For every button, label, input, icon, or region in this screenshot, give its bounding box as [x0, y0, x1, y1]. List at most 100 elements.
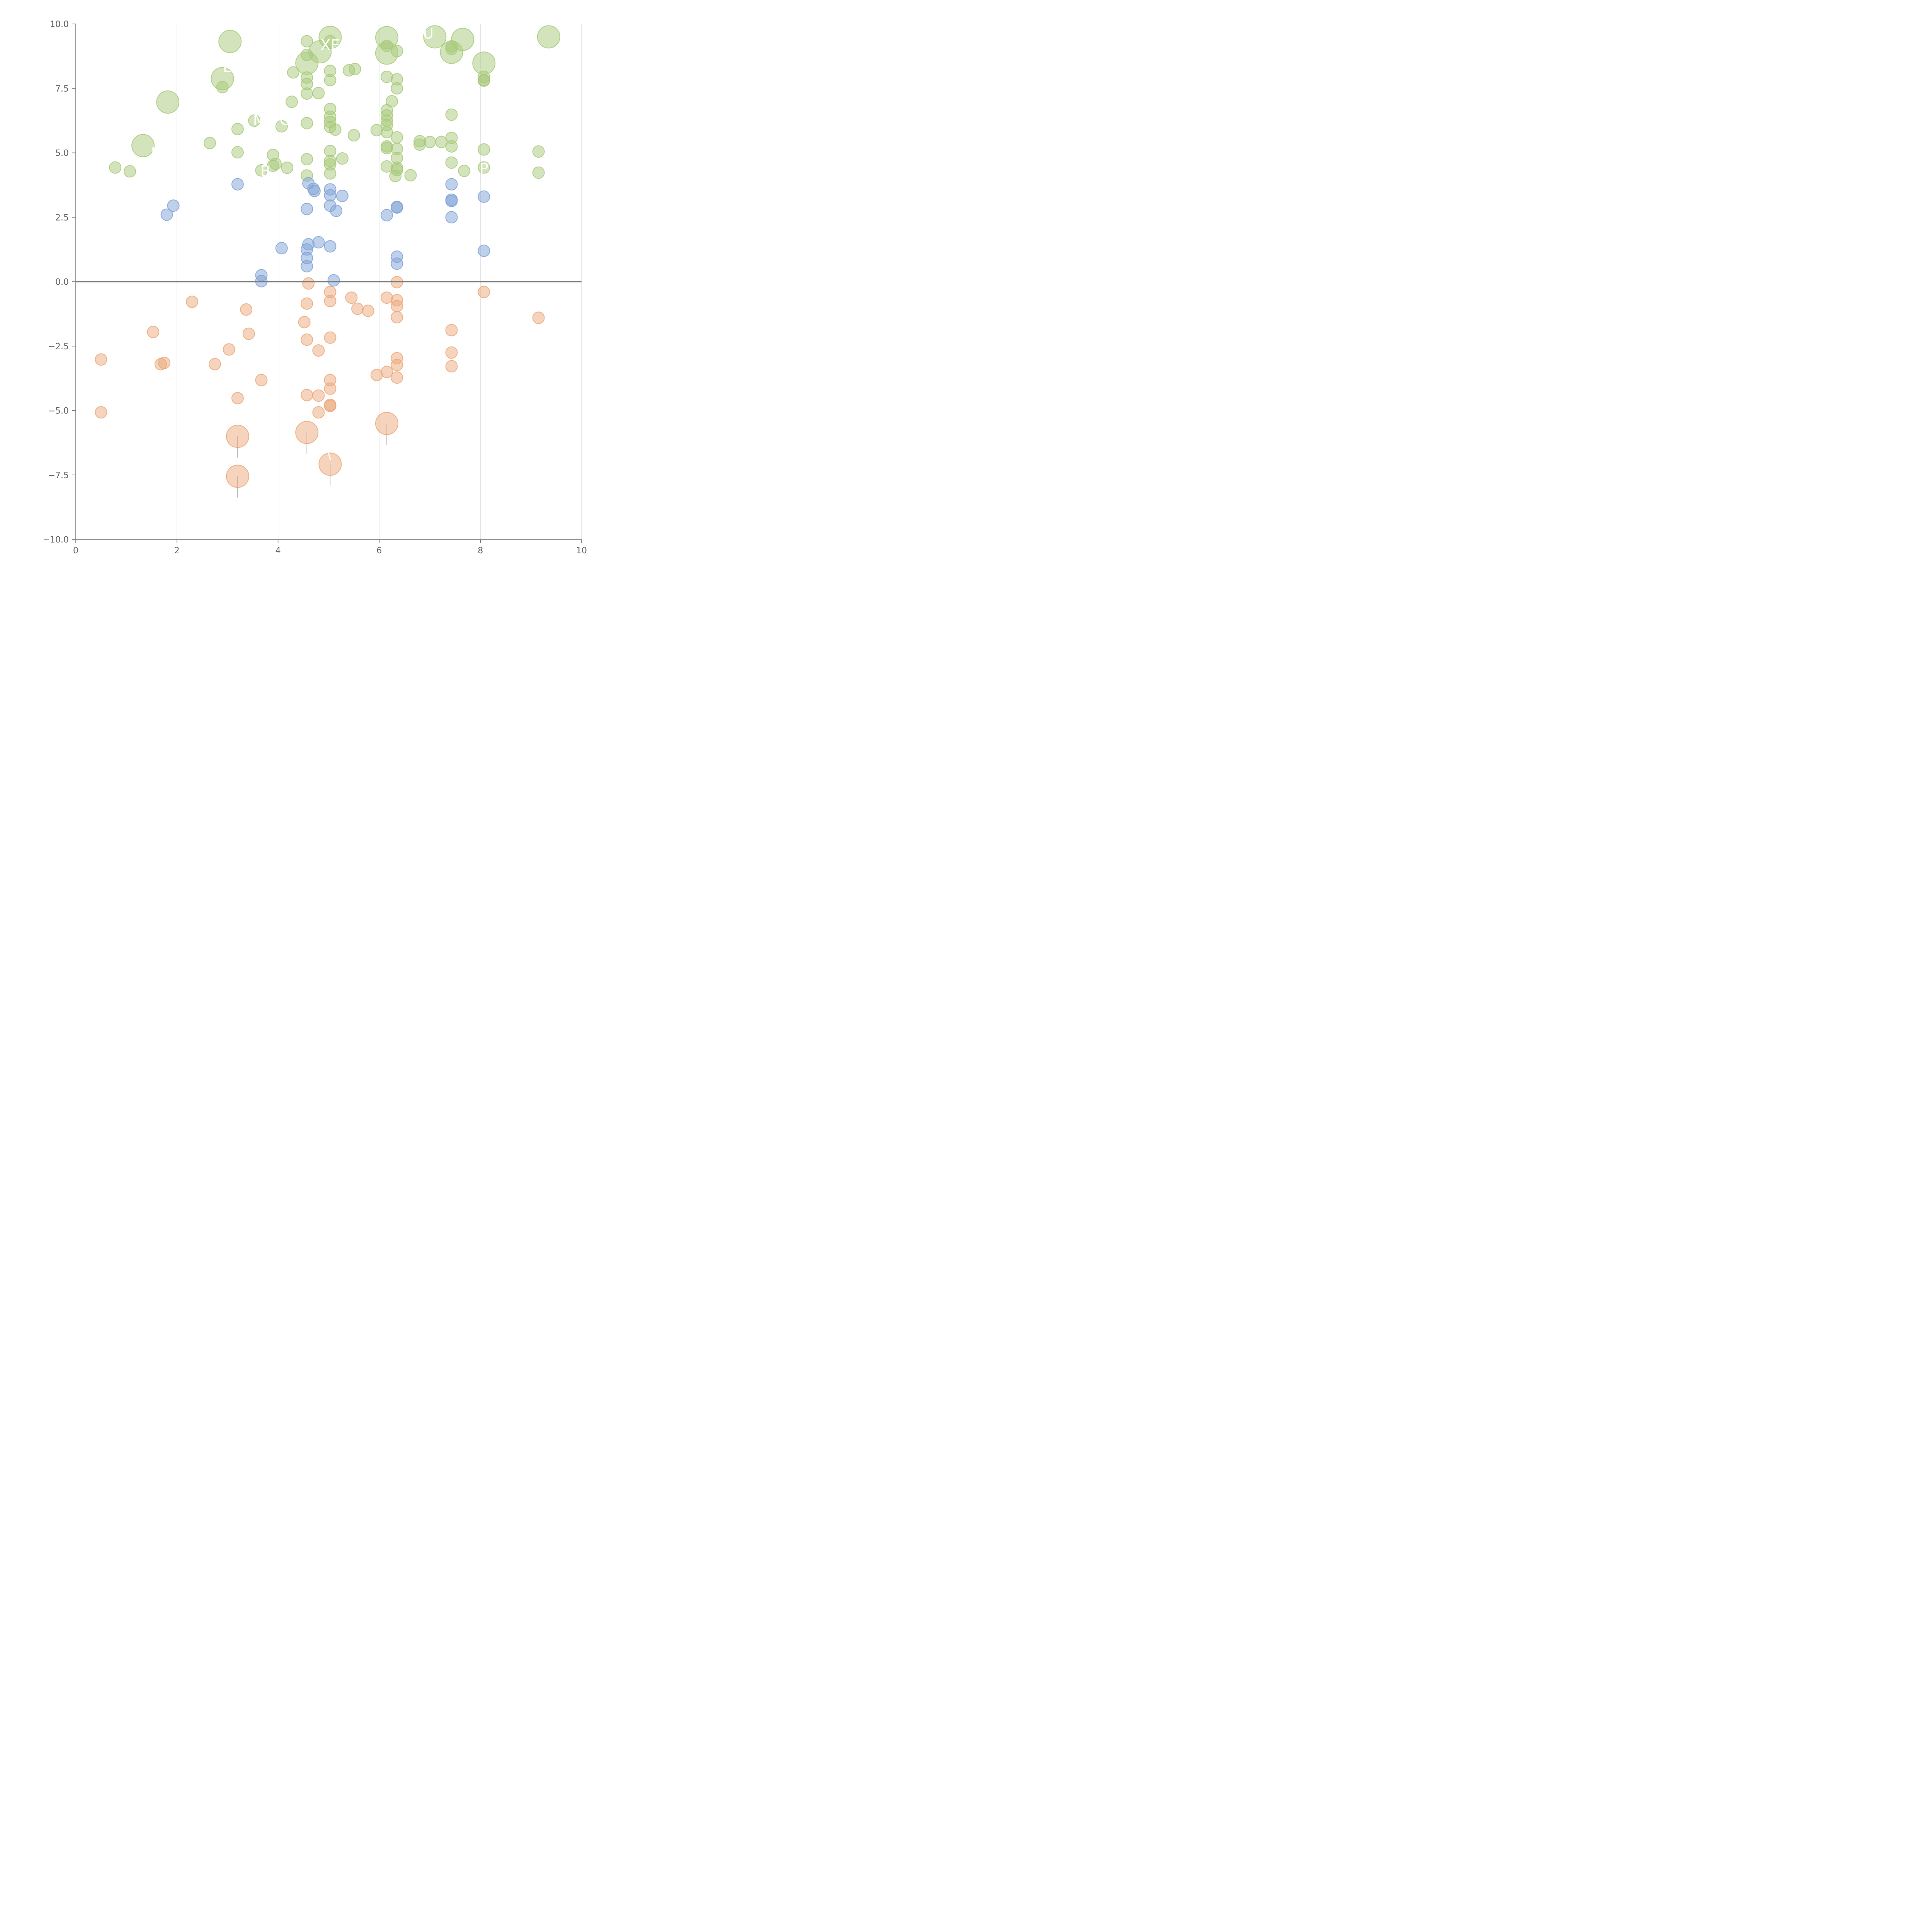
data-point-mid	[312, 236, 325, 248]
data-point-mid	[167, 199, 180, 212]
scatter-chart: 0 2 4 6 8 10 10.0 7.5 5.0 2.5 0.0 −2.5 −5.0 −7.5 −10.0…	[43, 20, 587, 556]
data-point-low	[301, 333, 313, 346]
data-point-low	[312, 344, 325, 357]
data-point-high	[423, 25, 447, 49]
data-point-mid	[324, 189, 337, 202]
data-point-mid	[160, 208, 173, 221]
data-point-high	[324, 167, 337, 180]
point-label: F	[151, 145, 160, 162]
data-point-mid	[324, 240, 337, 253]
data-point-high	[381, 39, 393, 52]
data-point-low	[532, 311, 545, 324]
data-point-high	[423, 136, 436, 148]
data-point-high	[301, 153, 313, 166]
y-tick-label: 10.0	[50, 20, 69, 29]
data-point-low	[375, 412, 399, 435]
data-point-low	[301, 297, 313, 310]
y-tick-label: 2.5	[55, 213, 69, 223]
data-point-high	[391, 82, 403, 95]
y-tick-label: 0.0	[55, 277, 69, 287]
data-point-high	[301, 87, 313, 100]
data-point-low	[324, 331, 337, 344]
point-label: B	[260, 163, 270, 180]
data-point-low	[391, 311, 403, 324]
label-leader-lines	[139, 36, 549, 498]
point-label: P	[480, 160, 488, 177]
data-point-mid	[381, 209, 393, 221]
y-tick-label: −2.5	[48, 342, 69, 352]
data-point-high	[301, 117, 313, 129]
data-point-low	[312, 389, 325, 402]
data-point-low	[391, 300, 403, 313]
point-labels: XE U E M C F P B \	[151, 25, 488, 462]
data-point-high	[445, 140, 458, 153]
data-point-low	[240, 303, 253, 316]
data-point-mid	[330, 204, 343, 217]
data-point-mid	[478, 190, 490, 203]
data-point-high	[216, 81, 229, 94]
x-tick-label: 8	[478, 546, 483, 556]
data-point-low	[445, 324, 458, 337]
data-point-low	[391, 359, 403, 371]
data-point-low	[324, 400, 337, 412]
data-point-mid	[231, 178, 244, 190]
data-point-high	[203, 137, 216, 150]
data-point-low	[445, 346, 458, 359]
data-point-low	[445, 360, 458, 372]
data-point-high	[458, 165, 471, 177]
data-point-high	[231, 146, 244, 159]
data-point-high	[312, 87, 325, 99]
data-point-mid	[445, 211, 458, 224]
data-point-mid	[275, 242, 288, 255]
data-point-high	[285, 95, 298, 108]
data-point-high	[532, 145, 545, 158]
data-point-high	[248, 114, 261, 127]
data-point-mid	[445, 178, 458, 190]
data-point-high	[347, 129, 360, 142]
data-point-high	[218, 30, 242, 53]
data-point-high	[275, 120, 288, 133]
data-point-low	[255, 374, 268, 386]
data-point-low	[223, 343, 235, 356]
data-point-low	[345, 291, 358, 304]
data-point-high	[391, 131, 403, 144]
data-point-high	[413, 138, 426, 151]
data-point-low	[478, 286, 490, 298]
data-point-high	[255, 164, 268, 177]
data-point-mid	[308, 185, 321, 197]
data-point-low	[370, 369, 383, 381]
data-point-mid	[301, 202, 313, 215]
y-tick-label: −5.0	[48, 406, 69, 416]
data-point-high	[451, 28, 474, 51]
point-label: XE	[320, 36, 340, 53]
data-point-low	[242, 327, 255, 340]
data-point-low	[324, 382, 337, 395]
data-point-high	[478, 74, 490, 87]
data-point-low	[147, 326, 160, 338]
data-point-low	[208, 358, 221, 371]
x-tick-label: 2	[174, 546, 180, 556]
data-point-mid	[301, 260, 313, 272]
y-tick-label: −7.5	[48, 471, 69, 480]
data-point-mid	[445, 195, 458, 207]
data-point-high	[537, 25, 560, 49]
data-point-high	[301, 35, 313, 48]
data-point-mid	[336, 189, 349, 202]
data-point-high	[445, 108, 458, 121]
data-point-high	[478, 161, 490, 174]
data-point-low	[324, 295, 337, 308]
data-point-low	[318, 452, 342, 476]
data-point-high	[124, 165, 136, 178]
data-point-low	[391, 371, 403, 384]
data-point-low	[95, 406, 107, 419]
data-point-high	[287, 66, 299, 79]
data-point-high	[131, 134, 155, 157]
data-point-high	[336, 152, 349, 165]
data-point-low	[312, 406, 325, 419]
point-label: M	[253, 111, 266, 128]
data-point-low	[226, 425, 249, 448]
data-point-low	[302, 277, 315, 290]
point-label: E	[223, 58, 232, 75]
data-point-high	[269, 158, 282, 170]
data-point-high	[281, 162, 294, 174]
